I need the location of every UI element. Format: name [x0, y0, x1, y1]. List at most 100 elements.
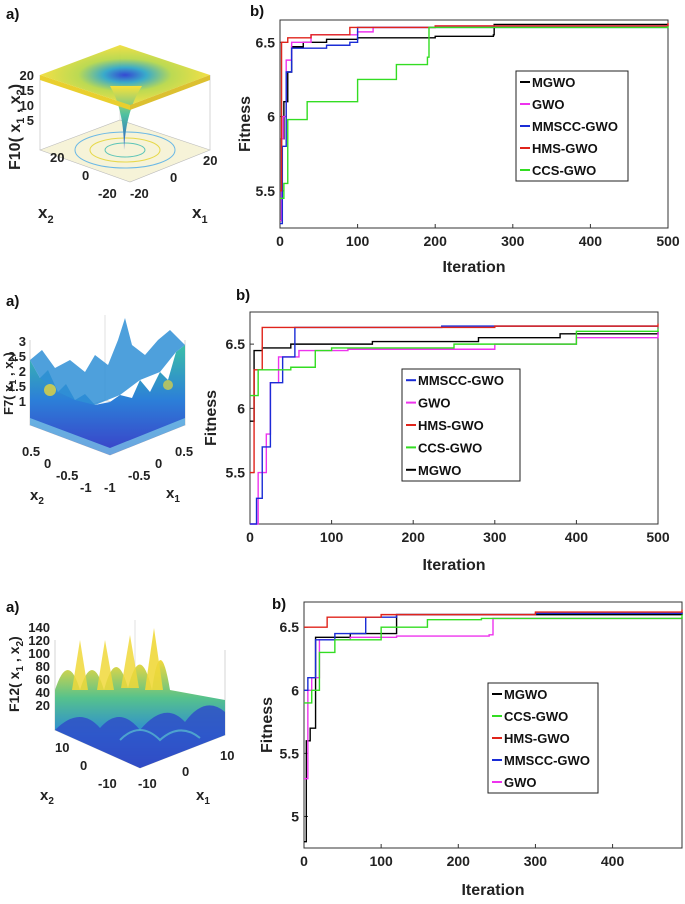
p1-x1tick-1: 0 [170, 170, 177, 185]
p2-x2tick-1: 0 [44, 456, 51, 471]
p1-x1tick-0: -20 [130, 186, 149, 201]
legend-label: HMS-GWO [418, 418, 484, 433]
y-tick-label: 5.5 [256, 183, 276, 199]
series-line-hms-gwo [280, 22, 669, 192]
legend-label: MGWO [532, 75, 575, 90]
noisy-surface-icon [29, 315, 186, 456]
x-tick-label: 200 [447, 853, 471, 869]
legend-label: CCS-GWO [418, 440, 482, 455]
y-axis-label: Fitness [259, 697, 276, 753]
x-axis-label: Iteration [422, 557, 485, 574]
p1-x2tick-1: 0 [82, 168, 89, 183]
p1-ztick-3: 5 [27, 113, 34, 128]
chart-panel-1: 0 100 200 300 400 500 5.5 6 6.5 Iteration Fitness M… [237, 19, 680, 276]
series-line-hms-gwo [304, 609, 683, 628]
legend-label: MMSCC-GWO [504, 753, 590, 768]
y-tick-label: 5.5 [226, 465, 246, 481]
legend-box [515, 70, 629, 182]
x-tick-label: 400 [601, 853, 625, 869]
p2-x1tick-1: -0.5 [128, 468, 150, 483]
y-tick-label: 6 [267, 109, 275, 125]
panel-1: a) b) 20 15 10 5 F10( x1 , x2) 20 0 -20 … [6, 3, 680, 276]
p3-zlabel: F12( x1 , x2) [6, 636, 26, 712]
p3-ztick-1: 120 [28, 633, 50, 648]
funnel-surface-icon [39, 45, 211, 183]
x-axis-label: Iteration [461, 882, 524, 899]
p3-ztick-2: 100 [28, 646, 50, 661]
wavy-surface-icon [54, 620, 226, 769]
plot-area [279, 19, 669, 229]
y-tick-label: 6.5 [256, 34, 276, 50]
panel-2: a) b) 3 2.5 2 1.5 1 F7( x1 , x2) 0.5 0 -… [1, 287, 670, 574]
p1-x2tick-2: -20 [98, 186, 117, 201]
p3-x1tick-1: 0 [182, 764, 189, 779]
y-tick-label: 5.5 [280, 745, 300, 761]
p1-ztick-0: 20 [20, 68, 34, 83]
p3-x1tick-2: 10 [220, 748, 234, 763]
x-tick-label: 0 [246, 529, 254, 545]
p2-ztick-2: 2 [19, 364, 26, 379]
panel-1-label-b: b) [250, 3, 264, 20]
y-axis-label: Fitness [237, 96, 254, 152]
p2-ztick-1: 2.5 [8, 349, 26, 364]
x-tick-label: 300 [501, 233, 525, 249]
x-tick-label: 200 [424, 233, 448, 249]
series-line-ccs-gwo [250, 328, 659, 397]
p2-ztick-3: 1.5 [8, 379, 26, 394]
legend-label: MMSCC-GWO [532, 119, 618, 134]
p3-x2tick-2: -10 [98, 776, 117, 791]
panel-2-label-b: b) [236, 287, 250, 304]
series-line-mgwo [280, 23, 668, 222]
x-tick-label: 400 [579, 233, 603, 249]
p1-ztick-1: 15 [20, 83, 34, 98]
panel-3-label-b: b) [272, 596, 286, 613]
p3-x2tick-1: 0 [80, 758, 87, 773]
series-line-gwo [304, 617, 683, 780]
x-tick-label: 400 [565, 529, 589, 545]
p2-x1tick-2: 0 [155, 456, 162, 471]
x-tick-label: 0 [300, 853, 308, 869]
y-tick-label: 6 [237, 400, 245, 416]
p3-ztick-0: 140 [28, 620, 50, 635]
legend-label: HMS-GWO [532, 141, 598, 156]
legend-label: GWO [532, 97, 565, 112]
chart-panel-2: 0 100 200 300 400 500 5.5 6 6.5 Iteration Fitness M… [203, 311, 670, 574]
p2-x1tick-0: -1 [104, 480, 116, 495]
panel-3: a) b) 140 120 100 80 60 40 20 F12( x1 , … [6, 596, 683, 899]
legend-label: MGWO [504, 687, 547, 702]
chart-panel-3: 0 100 200 300 400 5 5.5 6 6.5 Iteration Fitness MGW… [259, 601, 683, 899]
y-tick-label: 5 [291, 808, 299, 824]
legend-label: GWO [504, 775, 537, 790]
p1-x1label: x1 [192, 203, 208, 226]
legend-label: CCS-GWO [504, 709, 568, 724]
series-line-ccs-gwo [280, 25, 669, 199]
p3-ztick-6: 20 [36, 698, 50, 713]
y-tick-label: 6.5 [226, 336, 246, 352]
p3-x1tick-0: -10 [138, 776, 157, 791]
p1-zlabel: F10( x1 , x2) [7, 84, 27, 170]
x-tick-label: 500 [656, 233, 680, 249]
p2-x1tick-3: 0.5 [175, 444, 193, 459]
p2-x2tick-2: -0.5 [56, 468, 78, 483]
y-tick-label: 6.5 [280, 619, 300, 635]
series-line-hms-gwo [250, 323, 659, 474]
p2-x1label: x1 [166, 485, 180, 505]
legend-label: HMS-GWO [504, 731, 570, 746]
legend-box [487, 682, 599, 794]
p2-ztick-0: 3 [19, 334, 26, 349]
panel-2-label-a: a) [6, 293, 19, 310]
p3-ztick-5: 40 [36, 685, 50, 700]
series-line-mmscc-gwo [280, 26, 668, 225]
legend-box [401, 368, 521, 482]
y-axis-label: Fitness [203, 390, 220, 446]
x-tick-label: 300 [483, 529, 507, 545]
p1-x1tick-2: 20 [203, 153, 217, 168]
legend-label: GWO [418, 396, 451, 411]
series-line-ccs-gwo [304, 614, 683, 704]
series-line-mgwo [250, 331, 659, 422]
p1-x2tick-0: 20 [50, 150, 64, 165]
x-tick-label: 100 [320, 529, 344, 545]
p3-x2tick-0: 10 [55, 740, 69, 755]
x-tick-label: 200 [402, 529, 426, 545]
